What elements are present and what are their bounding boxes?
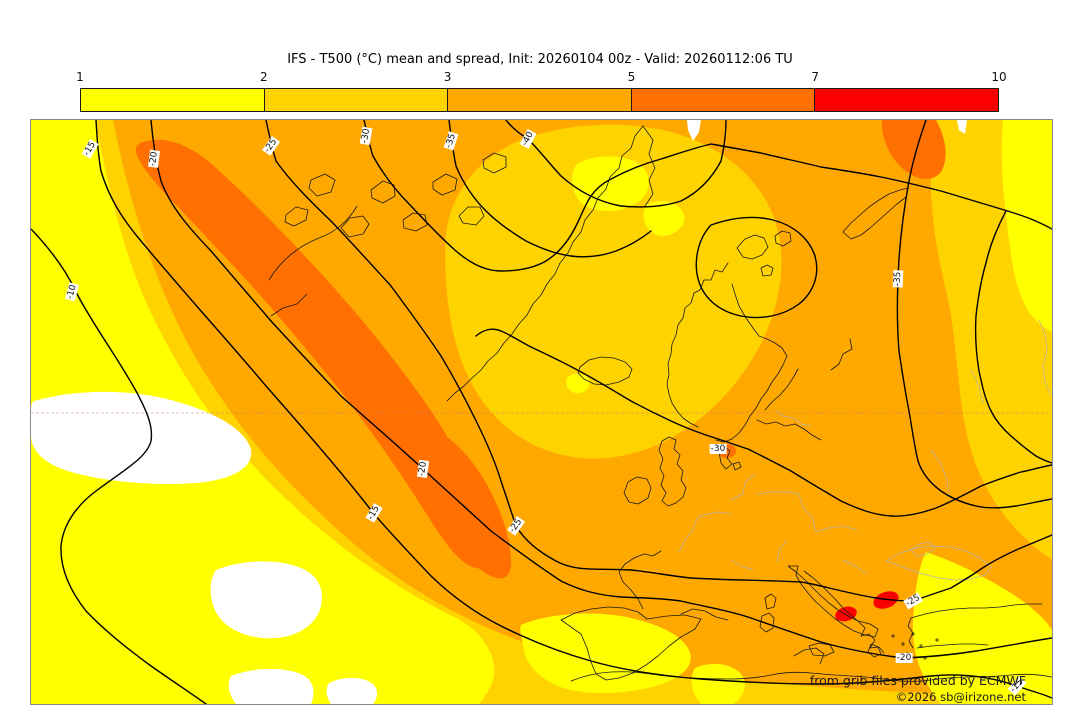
colorbar-tick: 2 [259,70,268,84]
contour-label: -20 [895,653,913,663]
contour-label: -30 [709,444,727,454]
colorbar-ticks: 1 2 3 5 7 10 [76,70,1006,86]
contour-label: -35 [443,131,459,151]
colorbar-tick: 5 [627,70,636,84]
contour-label: -25 [507,516,525,536]
contour-label: -25 [262,136,280,156]
temperature-contours [31,120,1052,704]
colorbar-tick: 7 [811,70,820,84]
colorbar-tick: 3 [443,70,452,84]
contour-label: -10 [65,282,79,302]
contour-label-layer: -15 -20 -25 -30 -35 -40 -10 -15 -20 -25 -30 -35 -25 -… [31,120,1052,704]
contour-label: -40 [519,129,537,149]
country-borders [678,319,1052,581]
map-graphic [31,120,1052,704]
colorbar-segment-5-7 [631,89,816,111]
chart-title: IFS - T500 (°C) mean and spread, Init: 2… [287,52,793,67]
colorbar-segment-3-5 [448,89,632,111]
credit-copyright: ©2026 sb@irizone.net [895,690,1026,704]
contour-label: -20 [416,460,430,478]
colorbar-segment-2-3 [264,89,449,111]
colorbar-segment-1-2 [81,89,265,111]
colorbar-tick: 10 [991,70,1007,84]
contour-label: -15 [81,139,99,159]
contour-label: -30 [359,126,373,146]
colorbar [80,88,999,112]
map-canvas: -15 -20 -25 -30 -35 -40 -10 -15 -20 -25 -30 -35 -25 -… [30,119,1053,705]
contour-label: -35 [892,270,904,288]
colorbar-segment-7-10 [815,89,998,111]
coastlines [268,125,1052,682]
contour-label: -25 [903,592,923,610]
spread-fill-lt1 [31,120,967,704]
credit-source: from grib files provided by ECMWF [809,673,1026,688]
contour-label: -15 [365,503,383,523]
contour-label: -20 [148,150,160,168]
colorbar-tick: 1 [76,70,84,84]
